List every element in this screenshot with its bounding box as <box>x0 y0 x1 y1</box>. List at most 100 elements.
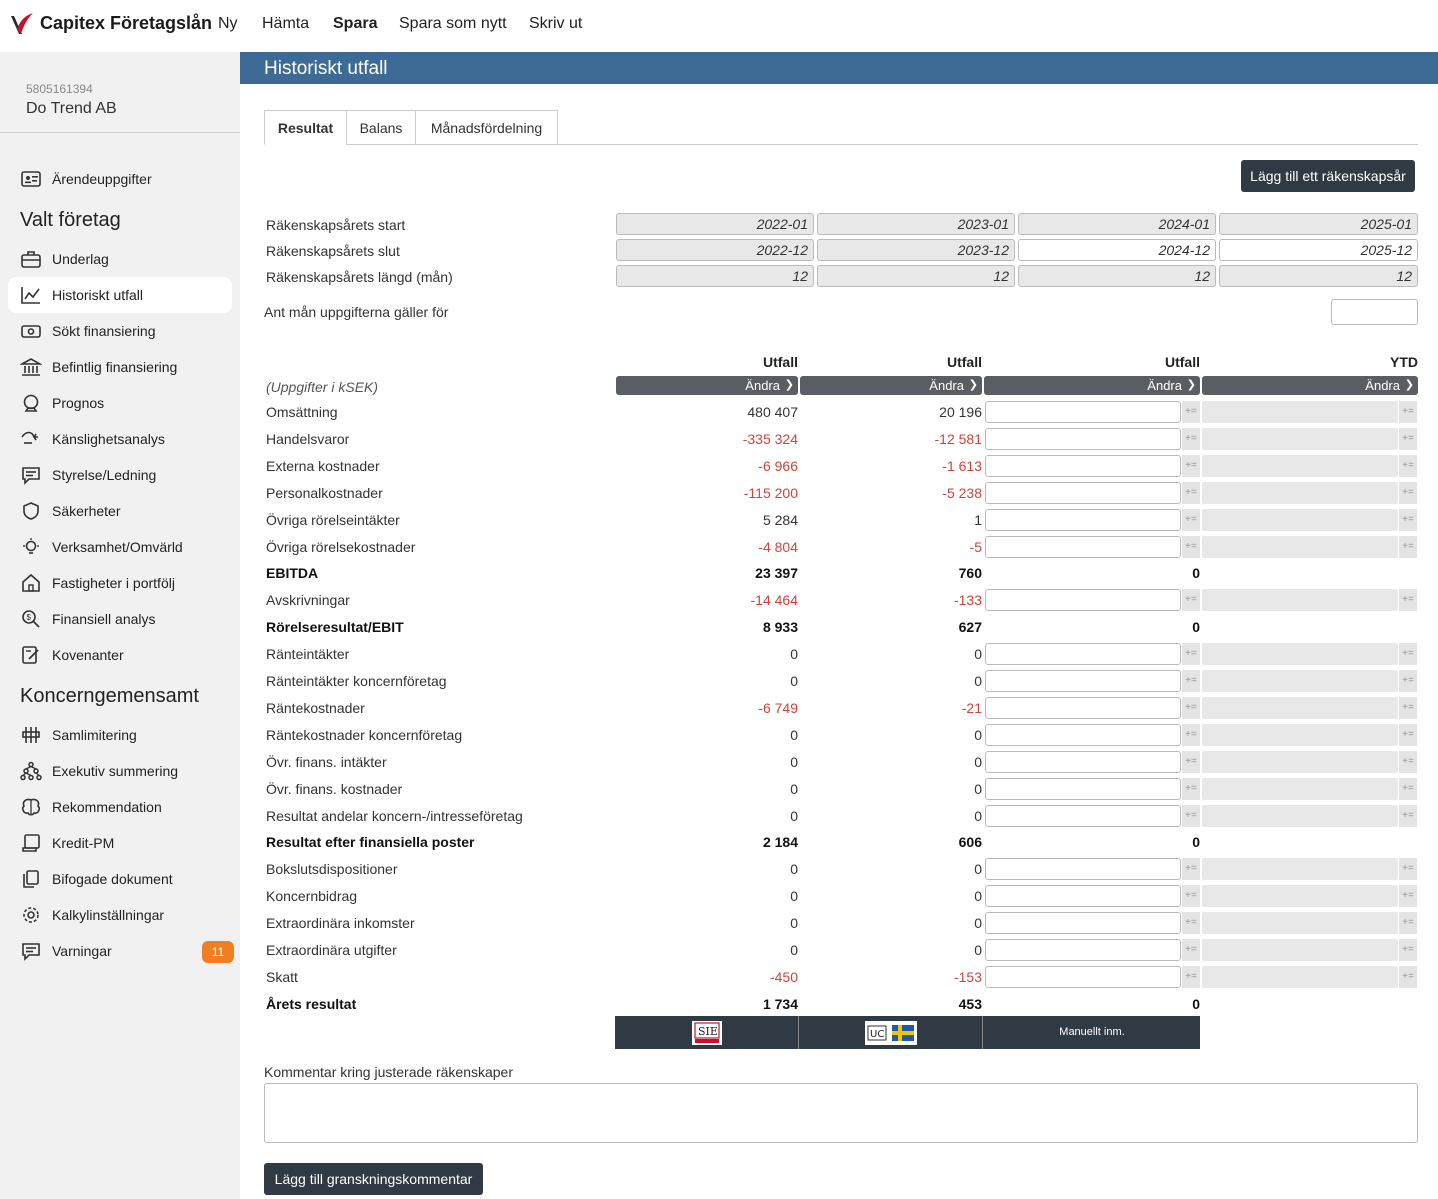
plus-minus-icon[interactable]: += <box>1182 885 1200 907</box>
plus-minus-icon[interactable]: += <box>1182 939 1200 961</box>
plus-minus-icon: += <box>1399 428 1417 450</box>
sidebar-item-exekutiv-summering[interactable]: Exekutiv summering <box>8 753 232 789</box>
row-label: Ränteintäkter koncernföretag <box>266 673 447 689</box>
plus-minus-icon[interactable]: += <box>1182 536 1200 558</box>
tab-manadsfordelning[interactable]: Månadsfördelning <box>415 110 558 145</box>
value-input[interactable] <box>985 536 1181 558</box>
value-input[interactable] <box>985 670 1181 692</box>
money-icon <box>21 325 41 338</box>
value-input[interactable] <box>985 428 1181 450</box>
chart-line-icon <box>21 287 40 304</box>
plus-minus-icon[interactable]: += <box>1182 670 1200 692</box>
plus-minus-icon[interactable]: += <box>1182 858 1200 880</box>
value-input[interactable] <box>985 697 1181 719</box>
sidebar-item-arendeuppgifter[interactable]: Ärendeuppgifter <box>8 161 232 197</box>
svg-text:$: $ <box>27 613 32 622</box>
value-input[interactable] <box>985 885 1181 907</box>
plus-minus-icon[interactable]: += <box>1182 778 1200 800</box>
value-input[interactable] <box>985 858 1181 880</box>
tab-balans[interactable]: Balans <box>346 110 416 145</box>
value-input[interactable] <box>985 401 1181 423</box>
board-icon <box>22 467 40 485</box>
value-input[interactable] <box>985 482 1181 504</box>
menu-skriv-ut[interactable]: Skriv ut <box>529 15 583 32</box>
value-input[interactable] <box>985 805 1181 827</box>
value-input[interactable] <box>985 778 1181 800</box>
value-input[interactable] <box>985 751 1181 773</box>
plus-minus-icon[interactable]: += <box>1182 697 1200 719</box>
row-label: Omsättning <box>266 404 338 420</box>
plus-minus-icon[interactable]: += <box>1182 966 1200 988</box>
plus-minus-icon[interactable]: += <box>1182 428 1200 450</box>
sidebar-item-kredit-pm[interactable]: Kredit-PM <box>8 825 232 861</box>
sidebar-item-fastigheter[interactable]: Fastigheter i portfölj <box>8 565 232 601</box>
plus-minus-icon[interactable]: += <box>1182 455 1200 477</box>
row-label: Skatt <box>266 969 298 985</box>
ytd-input <box>1202 670 1398 692</box>
value-input[interactable] <box>985 939 1181 961</box>
analysis-icon: $ <box>22 610 40 628</box>
plus-minus-icon: += <box>1399 482 1417 504</box>
value-cell: 606 <box>958 834 982 850</box>
sidebar-item-sakerheter[interactable]: Säkerheter <box>8 493 232 529</box>
unit-label: (Uppgifter i kSEK) <box>266 379 379 395</box>
add-review-comment-button[interactable]: Lägg till granskningskommentar <box>264 1163 483 1195</box>
menu-spara[interactable]: Spara <box>333 15 378 32</box>
plus-minus-icon[interactable]: += <box>1182 589 1200 611</box>
sidebar-item-finansiell-analys[interactable]: $ Finansiell analys <box>8 601 232 637</box>
value-input[interactable] <box>985 455 1181 477</box>
value-input[interactable] <box>985 509 1181 531</box>
sidebar-item-label: Befintlig finansiering <box>52 359 178 375</box>
ytd-input <box>1202 428 1398 450</box>
fiscal-end-field[interactable]: 2024-12 <box>1018 239 1216 261</box>
plus-minus-icon[interactable]: += <box>1182 401 1200 423</box>
value-input[interactable] <box>985 966 1181 988</box>
sidebar-item-kalkylinstallningar[interactable]: Kalkylinställningar <box>8 897 232 933</box>
value-input[interactable] <box>985 912 1181 934</box>
plus-minus-icon[interactable]: += <box>1182 912 1200 934</box>
plus-minus-icon[interactable]: += <box>1182 509 1200 531</box>
months-input[interactable] <box>1331 299 1418 325</box>
sidebar-item-rekommendation[interactable]: Rekommendation <box>8 789 232 825</box>
add-fiscal-year-button[interactable]: Lägg till ett räkenskapsår <box>1241 160 1415 192</box>
sidebar-item-label: Underlag <box>52 251 109 267</box>
sidebar-item-bifogade-dokument[interactable]: Bifogade dokument <box>8 861 232 897</box>
andra-dropdown[interactable]: Ändra ❯ <box>984 376 1200 395</box>
plus-minus-icon[interactable]: += <box>1182 805 1200 827</box>
value-input[interactable] <box>985 589 1181 611</box>
sidebar-item-sokt-finansiering[interactable]: Sökt finansiering <box>8 313 232 349</box>
ytd-input <box>1202 455 1398 477</box>
plus-minus-icon[interactable]: += <box>1182 724 1200 746</box>
fiscal-end-field[interactable]: 2025-12 <box>1219 239 1418 261</box>
value-cell: -1 613 <box>942 458 982 474</box>
sidebar-item-varningar[interactable]: Varningar 11 <box>8 933 234 969</box>
sidebar-item-kovenanter[interactable]: Kovenanter <box>8 637 232 673</box>
sidebar-item-verksamhet-omvarld[interactable]: Verksamhet/Omvärld <box>8 529 232 565</box>
sidebar-item-historiskt-utfall[interactable]: Historiskt utfall <box>8 277 232 313</box>
value-input[interactable] <box>985 643 1181 665</box>
menu-hamta[interactable]: Hämta <box>262 15 310 32</box>
value-cell: 0 <box>790 781 798 797</box>
menu-ny[interactable]: Ny <box>218 15 238 32</box>
andra-dropdown[interactable]: Ändra ❯ <box>616 376 798 395</box>
value-cell: 0 <box>974 673 982 689</box>
plus-minus-icon[interactable]: += <box>1182 751 1200 773</box>
menu-spara-som-nytt[interactable]: Spara som nytt <box>399 15 507 32</box>
plus-minus-icon[interactable]: += <box>1182 643 1200 665</box>
sidebar-item-kanslighetsanalys[interactable]: Känslighetsanalys <box>8 421 232 457</box>
tab-resultat[interactable]: Resultat <box>264 110 347 145</box>
value-cell: 480 407 <box>747 404 798 420</box>
id-card-icon <box>21 171 41 187</box>
source-bar: SIE UC Manuellt inm. <box>615 1016 1200 1049</box>
value-cell: -21 <box>961 700 982 716</box>
sidebar-item-prognos[interactable]: Prognos <box>8 385 232 421</box>
sidebar-item-samlimitering[interactable]: Samlimitering <box>8 717 232 753</box>
sidebar-item-styrelse-ledning[interactable]: Styrelse/Ledning <box>8 457 232 493</box>
comment-textarea[interactable] <box>264 1083 1418 1143</box>
sidebar-item-befintlig-finansiering[interactable]: Befintlig finansiering <box>8 349 232 385</box>
plus-minus-icon[interactable]: += <box>1182 482 1200 504</box>
andra-dropdown[interactable]: Ändra ❯ <box>1202 376 1418 395</box>
sidebar-item-underlag[interactable]: Underlag <box>8 241 232 277</box>
value-input[interactable] <box>985 724 1181 746</box>
andra-dropdown[interactable]: Ändra ❯ <box>800 376 982 395</box>
